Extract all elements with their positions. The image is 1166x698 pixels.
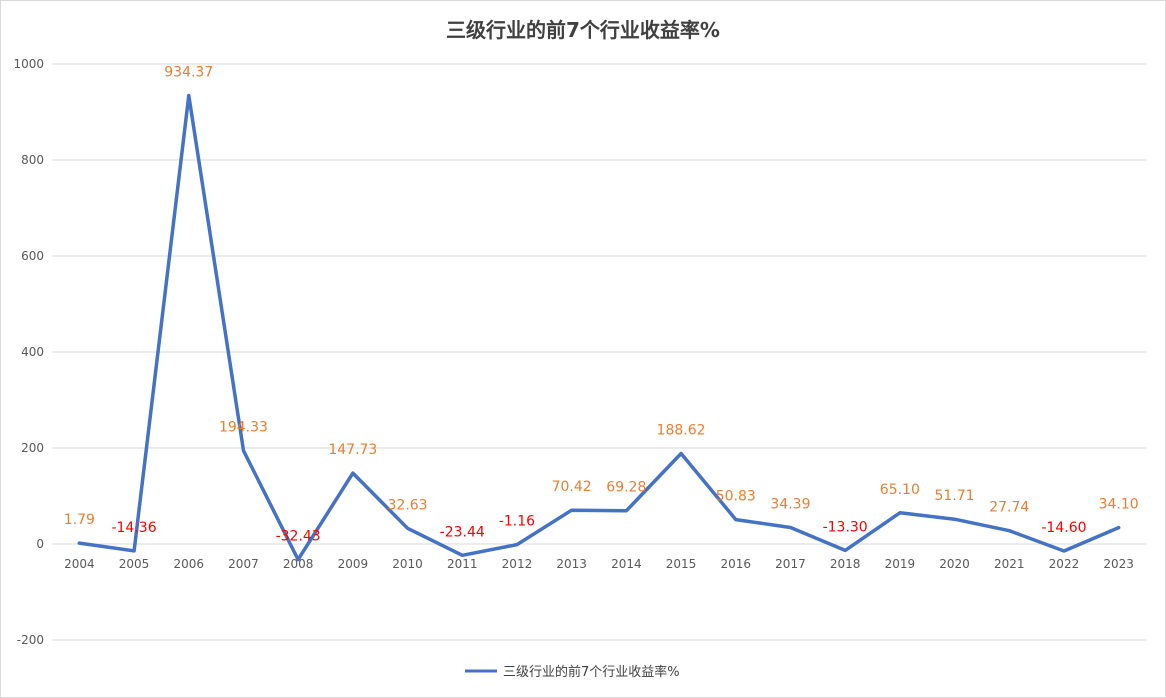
series-line	[77, 93, 1121, 562]
y-tick-label: 800	[21, 153, 44, 167]
x-tick-label: 2005	[119, 557, 150, 571]
x-tick-label: 2004	[64, 557, 95, 571]
data-labels: 1.79 -14.36934.37194.33-32.43147.7332.63-…	[64, 65, 1139, 545]
y-tick-label: 1000	[13, 57, 44, 71]
data-label: 32.63	[388, 497, 428, 513]
x-tick-label: 2017	[775, 557, 806, 571]
x-tick-label: 2012	[502, 557, 533, 571]
x-tick-label: 2021	[994, 557, 1025, 571]
y-tick-label: 200	[21, 441, 44, 455]
data-label: 34.39	[770, 496, 810, 512]
x-tick-label: 2006	[173, 557, 204, 571]
data-label: -13.30	[823, 519, 868, 535]
x-tick-label: 2019	[885, 557, 916, 571]
x-tick-label: 2013	[556, 557, 587, 571]
data-label: -14.60	[1041, 520, 1086, 536]
x-tick-label: 2009	[338, 557, 369, 571]
y-tick-label: 0	[36, 537, 44, 551]
x-tick-label: 2015	[666, 557, 697, 571]
data-label: 65.10	[880, 482, 920, 498]
data-label: 50.83	[716, 489, 756, 505]
data-label: -14.36	[111, 520, 156, 536]
x-tick-label: 2018	[830, 557, 861, 571]
series-lines	[77, 93, 1121, 562]
x-tick-label: 2022	[1049, 557, 1080, 571]
data-label: 70.42	[552, 479, 592, 495]
x-tick-label: 2020	[939, 557, 970, 571]
data-label: 934.37	[164, 65, 213, 81]
data-label: 188.62	[657, 422, 706, 438]
x-axis-ticks: 2004 2005 2006 2007 2008 2009 2010 2011 2012 2013…	[64, 557, 1134, 571]
x-tick-label: 2011	[447, 557, 478, 571]
gridlines	[52, 63, 1146, 641]
x-tick-label: 2007	[228, 557, 259, 571]
data-label: -1.16	[499, 514, 535, 530]
data-label: 194.33	[219, 420, 268, 436]
x-tick-label: 2014	[611, 557, 642, 571]
data-label: 34.10	[1099, 497, 1139, 513]
x-tick-label: 2008	[283, 557, 314, 571]
data-label: 27.74	[989, 500, 1029, 516]
data-label: 69.28	[606, 480, 646, 496]
y-axis-ticks: -200 0 200 400 600 800 1000	[13, 57, 44, 647]
data-label: -32.43	[276, 529, 321, 545]
x-tick-label: 2023	[1103, 557, 1134, 571]
chart-title: 三级行业的前7个行业收益率%	[446, 18, 720, 42]
y-tick-label: 600	[21, 249, 44, 263]
data-label: 1.79	[64, 512, 95, 528]
legend-label: 三级行业的前7个行业收益率%	[503, 664, 680, 680]
x-tick-label: 2010	[392, 557, 423, 571]
y-tick-label: 400	[21, 345, 44, 359]
legend[interactable]: 三级行业的前7个行业收益率%	[465, 664, 680, 680]
data-label: -23.44	[440, 524, 485, 540]
data-label: 51.71	[935, 488, 975, 504]
data-label: 147.73	[328, 442, 377, 458]
y-tick-label: -200	[17, 633, 44, 647]
x-tick-label: 2016	[720, 557, 751, 571]
